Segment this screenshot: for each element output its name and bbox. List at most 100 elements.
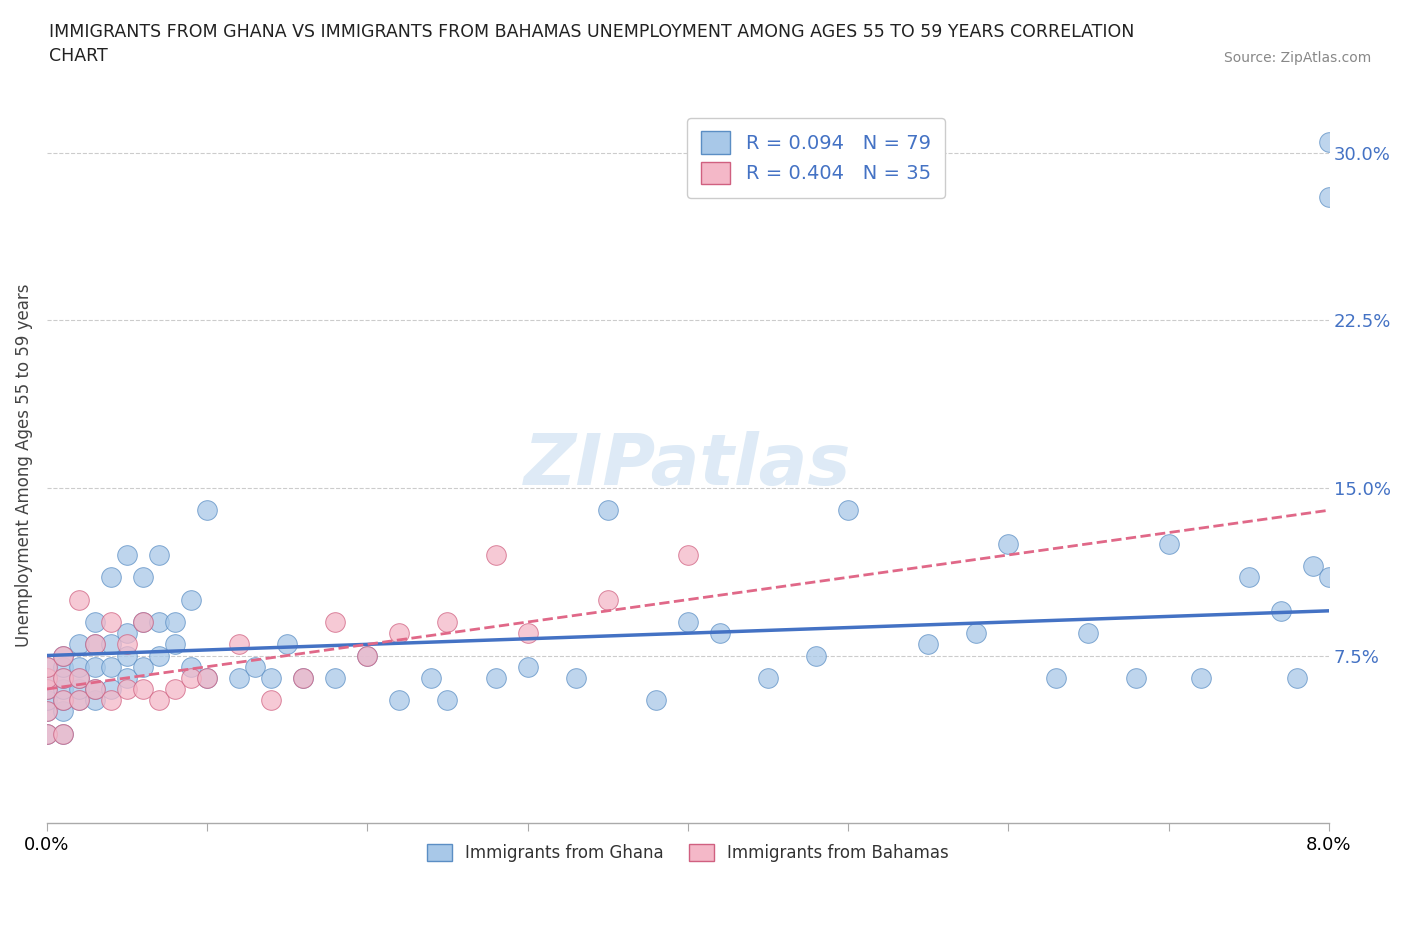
Point xyxy=(67,693,90,708)
Point xyxy=(292,671,315,685)
Point xyxy=(709,626,731,641)
Point xyxy=(132,615,155,630)
Point xyxy=(67,671,90,685)
Point xyxy=(132,570,155,585)
Point xyxy=(67,592,90,607)
Legend: Immigrants from Ghana, Immigrants from Bahamas: Immigrants from Ghana, Immigrants from B… xyxy=(420,837,956,869)
Point xyxy=(100,693,122,708)
Point xyxy=(356,648,378,663)
Point xyxy=(100,570,122,585)
Point xyxy=(100,659,122,674)
Point xyxy=(35,704,58,719)
Point xyxy=(245,659,267,674)
Point xyxy=(917,637,939,652)
Point xyxy=(165,637,187,652)
Text: ZIPatlas: ZIPatlas xyxy=(524,432,852,500)
Point xyxy=(52,693,75,708)
Point xyxy=(67,693,90,708)
Point xyxy=(115,626,138,641)
Point xyxy=(67,671,90,685)
Point xyxy=(100,637,122,652)
Point xyxy=(323,615,346,630)
Point xyxy=(228,671,250,685)
Point xyxy=(52,659,75,674)
Point xyxy=(35,704,58,719)
Point xyxy=(1189,671,1212,685)
Point xyxy=(52,671,75,685)
Point xyxy=(148,615,170,630)
Point xyxy=(1317,570,1340,585)
Text: Source: ZipAtlas.com: Source: ZipAtlas.com xyxy=(1223,51,1371,65)
Point xyxy=(132,659,155,674)
Point xyxy=(84,682,107,697)
Point xyxy=(52,671,75,685)
Point xyxy=(195,671,218,685)
Point xyxy=(1302,559,1324,574)
Point xyxy=(804,648,827,663)
Point xyxy=(115,671,138,685)
Point xyxy=(180,659,202,674)
Point xyxy=(52,693,75,708)
Point xyxy=(180,671,202,685)
Point xyxy=(420,671,443,685)
Point xyxy=(165,682,187,697)
Point xyxy=(388,626,411,641)
Point xyxy=(52,726,75,741)
Point xyxy=(1157,537,1180,551)
Point xyxy=(100,682,122,697)
Point xyxy=(756,671,779,685)
Point xyxy=(35,682,58,697)
Point xyxy=(292,671,315,685)
Point xyxy=(1045,671,1067,685)
Point xyxy=(1237,570,1260,585)
Point xyxy=(195,671,218,685)
Point xyxy=(1077,626,1099,641)
Point xyxy=(1125,671,1147,685)
Point xyxy=(1317,134,1340,149)
Point xyxy=(52,648,75,663)
Point xyxy=(148,648,170,663)
Point xyxy=(67,637,90,652)
Point xyxy=(148,548,170,563)
Point xyxy=(195,503,218,518)
Point xyxy=(516,626,538,641)
Point xyxy=(676,615,699,630)
Point xyxy=(84,682,107,697)
Point xyxy=(276,637,298,652)
Point xyxy=(84,693,107,708)
Point xyxy=(596,503,619,518)
Point xyxy=(84,637,107,652)
Point xyxy=(52,648,75,663)
Point xyxy=(228,637,250,652)
Point xyxy=(644,693,666,708)
Point xyxy=(516,659,538,674)
Point xyxy=(115,648,138,663)
Point xyxy=(1317,190,1340,205)
Point xyxy=(356,648,378,663)
Point xyxy=(148,693,170,708)
Point xyxy=(84,659,107,674)
Point xyxy=(260,671,283,685)
Point xyxy=(35,659,58,674)
Point xyxy=(132,682,155,697)
Point xyxy=(67,682,90,697)
Point xyxy=(180,592,202,607)
Point xyxy=(67,659,90,674)
Point xyxy=(35,659,58,674)
Point xyxy=(484,671,506,685)
Point xyxy=(35,671,58,685)
Point xyxy=(100,615,122,630)
Text: IMMIGRANTS FROM GHANA VS IMMIGRANTS FROM BAHAMAS UNEMPLOYMENT AMONG AGES 55 TO 5: IMMIGRANTS FROM GHANA VS IMMIGRANTS FROM… xyxy=(49,23,1135,65)
Point xyxy=(596,592,619,607)
Point xyxy=(388,693,411,708)
Point xyxy=(564,671,586,685)
Point xyxy=(436,693,458,708)
Point xyxy=(52,704,75,719)
Point xyxy=(52,726,75,741)
Point xyxy=(52,682,75,697)
Point xyxy=(35,682,58,697)
Point xyxy=(115,637,138,652)
Point xyxy=(35,726,58,741)
Point xyxy=(84,615,107,630)
Point xyxy=(84,637,107,652)
